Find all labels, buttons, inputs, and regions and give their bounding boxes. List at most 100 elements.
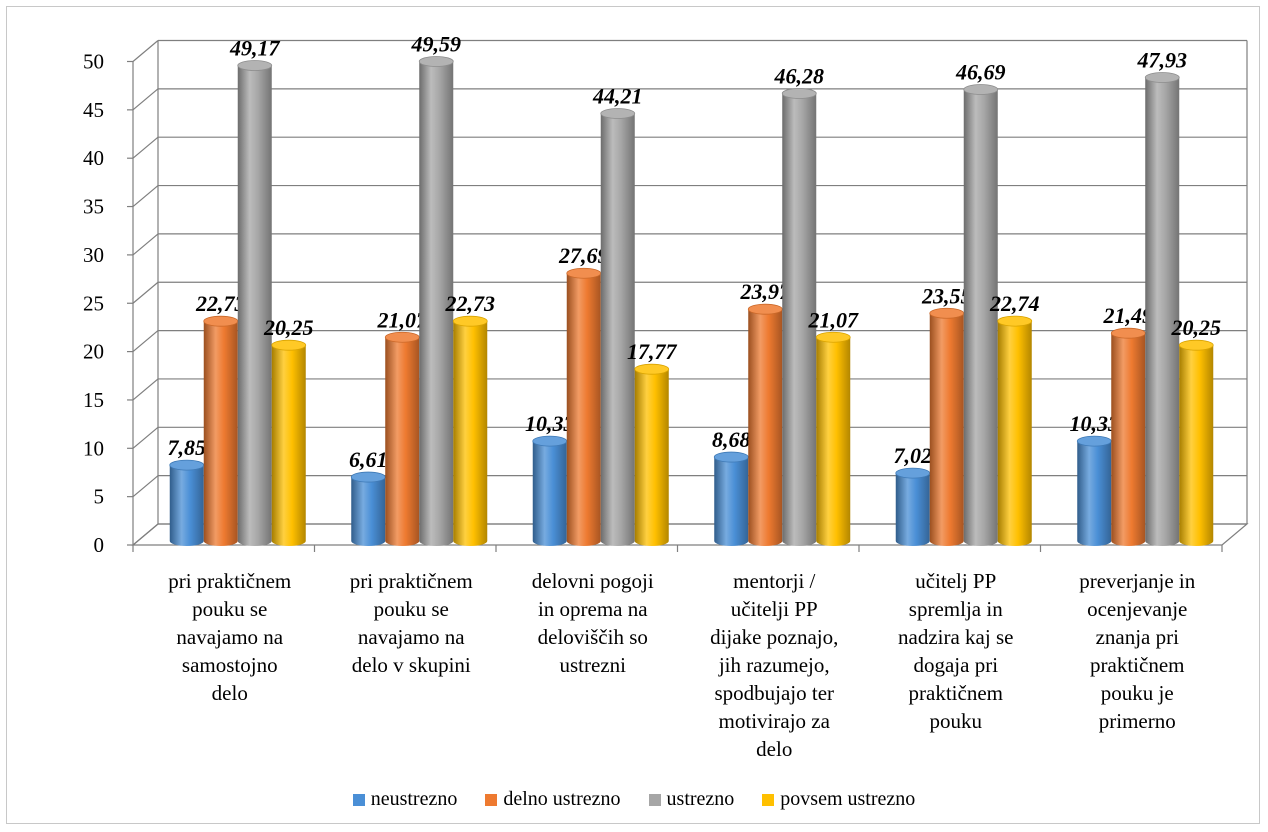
- bar-top: [781, 88, 817, 99]
- gridline-diag: [132, 475, 159, 498]
- legend-item: ustrezno: [648, 788, 735, 811]
- legend-label: povsem ustrezno: [780, 788, 916, 810]
- legend: neustrezno delno ustrezno ustrezno povsem u…: [0, 788, 1268, 811]
- bar-top: [997, 315, 1033, 327]
- bar: [600, 108, 636, 546]
- data-label: 6,61: [349, 447, 388, 472]
- x-category-label: pri praktičnem pouku se navajamo na samosto…: [145, 567, 315, 707]
- gridline-diag: [132, 281, 159, 304]
- y-tick-label: 45: [83, 98, 104, 122]
- gridline-diag: [132, 330, 159, 353]
- legend-label: neustrezno: [370, 788, 458, 810]
- bar-body: [1077, 441, 1112, 546]
- x-category-label-line: deloviščih so: [537, 625, 648, 649]
- legend-label: ustrezno: [666, 788, 735, 810]
- bar-body: [237, 65, 272, 547]
- x-category-label-line: pouku se: [373, 597, 449, 621]
- legend-item: povsem ustrezno: [762, 788, 915, 811]
- bar-top: [634, 363, 670, 375]
- gridline-diag: [132, 426, 159, 449]
- data-label: 49,17: [229, 36, 281, 61]
- x-category-label-line: ustrezni: [559, 653, 626, 677]
- gridline-diag: [132, 136, 159, 159]
- x-category-label-line: pri praktičnem: [168, 569, 292, 593]
- data-label: 7,85: [168, 435, 207, 460]
- x-category-label: učitelj PP spremlja in nadzira kaj se dogaj…: [871, 567, 1041, 735]
- x-category-label-line: praktičnem: [1090, 653, 1185, 677]
- legend-swatch: [485, 793, 498, 806]
- y-tick-label: 30: [83, 243, 104, 267]
- data-label: 8,68: [712, 427, 751, 452]
- x-category-label-line: učitelji PP: [730, 597, 818, 621]
- bar-body: [385, 337, 420, 546]
- bar: [634, 363, 670, 546]
- bar: [452, 315, 488, 546]
- y-tick-label: 50: [83, 50, 104, 74]
- legend-swatch: [648, 793, 661, 806]
- bar: [237, 60, 273, 547]
- data-label: 49,59: [411, 31, 462, 56]
- bar: [963, 84, 999, 547]
- x-category-label-line: primerno: [1098, 709, 1176, 733]
- y-tick-label: 40: [83, 146, 104, 170]
- x-category-label-line: pri praktičnem: [349, 569, 473, 593]
- bar-top: [418, 56, 454, 67]
- data-label: 44,21: [592, 83, 643, 108]
- bar: [815, 331, 851, 546]
- x-category-label-line: pouku: [929, 709, 983, 733]
- data-label: 17,77: [627, 339, 678, 364]
- data-label: 23,55: [921, 283, 972, 308]
- bar: [929, 307, 965, 546]
- bar-top: [271, 339, 307, 351]
- x-category-label-line: delovni pogoji: [531, 569, 654, 593]
- data-label: 46,69: [955, 60, 1006, 85]
- bar-body: [895, 473, 930, 546]
- y-tick-label: 35: [83, 195, 104, 219]
- bar-body: [782, 93, 817, 546]
- x-category-label-line: pouku se: [192, 597, 268, 621]
- data-label: 20,25: [1171, 315, 1222, 340]
- data-label: 10,33: [525, 411, 575, 436]
- bar: [566, 267, 602, 546]
- x-category-label: pri praktičnem pouku se navajamo na delo v …: [326, 567, 496, 679]
- x-category-label-line: preverjanje in: [1079, 569, 1196, 593]
- bar: [350, 471, 386, 546]
- x-category-label-line: ocenjevanje: [1087, 597, 1188, 621]
- x-category-label-line: navajamo na: [357, 625, 465, 649]
- bar-body: [169, 465, 204, 546]
- bar: [532, 435, 568, 546]
- bar-body: [963, 89, 998, 547]
- y-tick-label: 20: [83, 340, 104, 364]
- legend-swatch: [352, 793, 365, 806]
- bar: [169, 459, 205, 546]
- x-category-label-line: pouku je: [1100, 681, 1174, 705]
- bar-top: [169, 459, 205, 471]
- x-category-label: delovni pogoji in oprema na deloviščih so u…: [508, 567, 678, 679]
- bar: [895, 467, 931, 546]
- legend-item: neustrezno: [352, 788, 458, 811]
- bar-top: [1144, 72, 1180, 83]
- bar-body: [271, 345, 306, 546]
- y-tick-label: 0: [94, 533, 105, 557]
- bar-top: [713, 451, 749, 463]
- bar-top: [237, 60, 273, 71]
- bar: [384, 331, 420, 546]
- bar: [271, 339, 307, 546]
- x-category-label-line: praktičnem: [908, 681, 1003, 705]
- bar-body: [1111, 333, 1146, 546]
- x-category-label-line: mentorji /: [733, 569, 816, 593]
- gridline-diag: [132, 378, 159, 401]
- bar: [713, 451, 749, 546]
- bar: [203, 315, 239, 546]
- x-category-label-line: spremlja in: [908, 597, 1003, 621]
- x-category-label-line: motivirajo za: [718, 709, 830, 733]
- x-category-label-line: dogaja pri: [913, 653, 999, 677]
- bar-body: [203, 321, 238, 546]
- y-tick-label: 10: [83, 436, 104, 460]
- x-category-label-line: delo: [211, 681, 248, 705]
- bar-body: [419, 61, 454, 547]
- bar-top: [203, 315, 239, 327]
- gridline-diag: [132, 185, 159, 208]
- x-category-label-line: nadzira kaj se: [898, 625, 1014, 649]
- x-category-label: mentorji / učitelji PP dijake poznajo, jih …: [689, 567, 859, 763]
